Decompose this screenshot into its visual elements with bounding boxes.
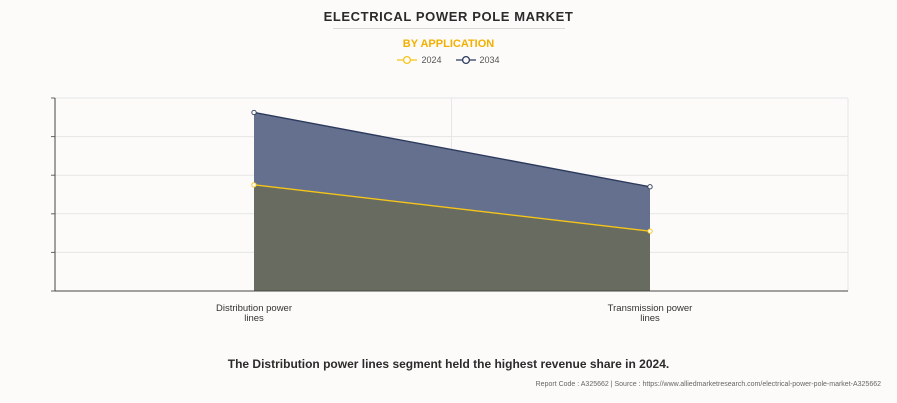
line-2024 [253,184,651,232]
x-tick-label-1-0: Transmission power [608,303,693,314]
legend-marker-2024-icon [397,55,418,65]
x-tick-label-0-0: Distribution power [216,303,292,314]
point-2024-1 [647,228,653,234]
area-2024 [254,184,650,291]
line-2034 [253,111,651,188]
point-2034-0 [251,109,257,116]
legend-label-2024: 2024 [421,55,442,65]
x-tick-label-0-1: lines [244,313,264,324]
chart-subtitle: BY APPLICATION [402,38,495,50]
title-divider [333,28,565,29]
legend: 2024 2034 [0,55,897,65]
x-tick-label-1-1: lines [640,313,660,324]
point-2034-1 [647,184,653,190]
legend-item-2034[interactable]: 2034 [455,55,500,65]
legend-item-2024[interactable]: 2024 [397,55,442,65]
point-2024-0 [251,182,257,188]
chart-title: ELECTRICAL POWER POLE MARKET [323,9,574,24]
chart-caption: The Distribution power lines segment hel… [227,357,670,371]
legend-label-2034: 2034 [479,55,500,65]
legend-marker-2034-icon [455,55,476,65]
source-footer: Report Code : A325662 | Source : https:/… [535,381,881,388]
